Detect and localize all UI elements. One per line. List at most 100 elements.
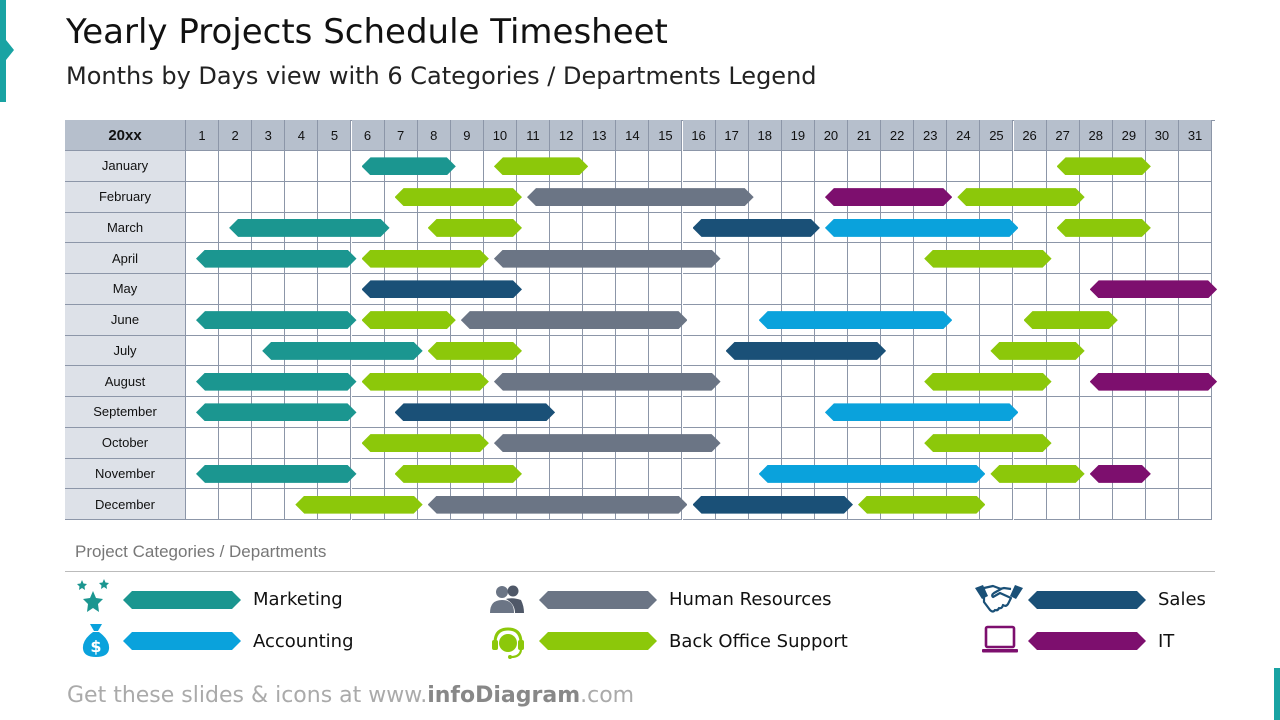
day-header-12: 12 — [550, 120, 584, 151]
legend-label-sales: Sales — [1158, 589, 1206, 610]
grid-cell — [814, 151, 848, 182]
grid-cell — [550, 335, 584, 367]
grid-cell — [1046, 274, 1080, 305]
schedule-bar-marketing — [196, 250, 357, 268]
schedule-bar-backoffice — [428, 342, 522, 360]
schedule-bar-backoffice — [924, 250, 1051, 268]
grid-cell — [252, 151, 286, 182]
day-header-1: 1 — [186, 120, 220, 151]
schedule-bar-hr — [461, 311, 688, 329]
grid-cell — [186, 151, 220, 182]
laptop-icon — [981, 624, 1018, 660]
grid-cell — [1013, 274, 1047, 305]
schedule-bar-backoffice — [957, 188, 1084, 206]
legend-bar-hr — [539, 591, 657, 609]
grid-cell — [517, 274, 551, 305]
grid-cell — [914, 151, 948, 182]
schedule-bar-accounting — [759, 465, 986, 483]
legend-title: Project Categories / Departments — [75, 542, 327, 561]
schedule-bar-backoffice — [990, 465, 1084, 483]
month-label-september: September — [65, 397, 186, 428]
grid-cell — [715, 366, 749, 397]
grid-cell — [583, 212, 617, 244]
schedule-bar-marketing — [196, 373, 357, 391]
month-label-april: April — [65, 243, 186, 274]
legend-bar-sales — [1028, 591, 1146, 609]
grid-cell — [252, 181, 286, 213]
day-header-6: 6 — [351, 120, 385, 151]
grid-cell — [252, 274, 286, 305]
accent-notch — [6, 40, 14, 60]
schedule-bar-sales — [693, 496, 854, 514]
grid-cell — [947, 304, 981, 336]
legend-bar-backoffice — [539, 632, 657, 650]
month-label-october: October — [65, 427, 186, 459]
grid-cell — [715, 458, 749, 490]
grid-cell — [550, 212, 584, 244]
schedule-bar-sales — [726, 342, 887, 360]
grid-cell — [814, 427, 848, 459]
grid-cell — [781, 151, 815, 182]
grid-cell — [285, 151, 319, 182]
grid-cell — [1013, 212, 1047, 244]
schedule-bar-hr — [494, 373, 721, 391]
grid-cell — [1079, 489, 1113, 520]
grid-cell — [1013, 489, 1047, 520]
schedule-bar-accounting — [825, 403, 1019, 421]
grid-cell — [848, 274, 882, 305]
grid-cell — [715, 304, 749, 336]
grid-cell — [1179, 489, 1213, 520]
legend-label-backoffice: Back Office Support — [669, 631, 848, 652]
grid-cell — [1145, 212, 1179, 244]
grid-cell — [715, 397, 749, 428]
schedule-bar-marketing — [196, 311, 357, 329]
grid-cell — [781, 243, 815, 274]
footer-prefix: Get these slides & icons at www. — [67, 683, 428, 708]
grid-cell — [616, 458, 650, 490]
grid-cell — [1145, 335, 1179, 367]
grid-cell — [1112, 335, 1146, 367]
grid-cell — [1145, 304, 1179, 336]
people-icon — [489, 582, 525, 618]
grid-cell — [186, 489, 220, 520]
grid-cell — [1179, 397, 1213, 428]
grid-cell — [1079, 243, 1113, 274]
grid-cell — [1046, 243, 1080, 274]
grid-cell — [318, 181, 352, 213]
grid-cell — [715, 243, 749, 274]
grid-cell — [285, 274, 319, 305]
grid-cell — [1145, 427, 1179, 459]
month-label-december: December — [65, 489, 186, 520]
schedule-bar-backoffice — [1024, 311, 1118, 329]
grid-cell — [682, 335, 716, 367]
grid-cell — [517, 335, 551, 367]
grid-cell — [781, 274, 815, 305]
grid-cell — [881, 243, 915, 274]
month-label-november: November — [65, 458, 186, 490]
schedule-bar-backoffice — [924, 373, 1051, 391]
grid-cell — [748, 427, 782, 459]
schedule-bar-backoffice — [362, 434, 489, 452]
grid-cell — [583, 458, 617, 490]
grid-cell — [351, 458, 385, 490]
day-header-23: 23 — [914, 120, 948, 151]
grid-cell — [252, 427, 286, 459]
headset-icon — [490, 624, 526, 660]
grid-cell — [748, 397, 782, 428]
grid-cell — [1179, 458, 1213, 490]
grid-cell — [1145, 181, 1179, 213]
grid-cell — [318, 151, 352, 182]
grid-cell — [1179, 212, 1213, 244]
grid-cell — [1179, 427, 1213, 459]
grid-cell — [682, 274, 716, 305]
grid-cell — [881, 335, 915, 367]
handshake-icon — [974, 580, 1024, 616]
grid-cell — [351, 181, 385, 213]
day-header-9: 9 — [450, 120, 484, 151]
money-bag-icon: $ — [78, 622, 114, 658]
grid-cell — [1079, 427, 1113, 459]
grid-cell — [1046, 366, 1080, 397]
grid-cell — [1112, 397, 1146, 428]
schedule-bar-marketing — [229, 219, 390, 237]
grid-cell — [616, 274, 650, 305]
